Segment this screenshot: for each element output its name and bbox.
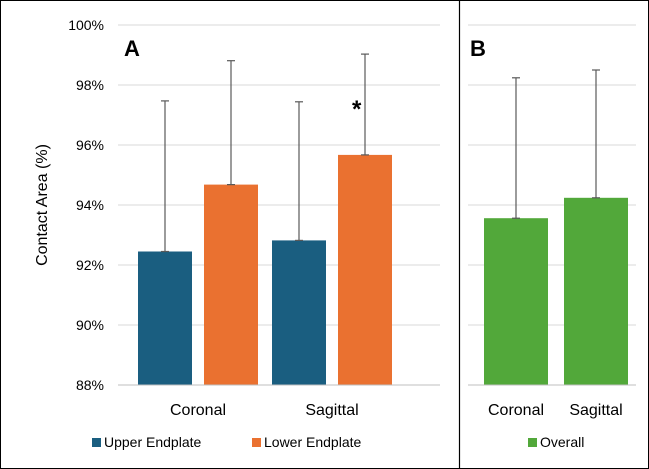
y-tick-label: 96% [76,137,104,153]
bar-lower-endplate-coronal [204,184,258,385]
bar-upper-endplate-sagittal [272,240,326,385]
x-tick-labels-a: Coronal Sagittal [170,402,359,419]
y-tick-labels-a: 88% 90% 92% 94% 96% 98% 100% [68,17,104,393]
legend-label: Lower Endplate [264,434,362,450]
bars-a [118,154,440,386]
x-tick-label: Sagittal [305,402,358,419]
y-tick-label: 94% [76,197,104,213]
y-tick-label: 98% [76,77,104,93]
error-bars-b [512,69,600,219]
bar-overall-sagittal [564,197,628,385]
y-tick-label: 100% [68,17,104,33]
legend-swatch [92,438,101,447]
panel-b: B Coronal Sagittal Overall [468,24,636,450]
legend-swatch [528,438,537,447]
x-tick-label: Sagittal [569,402,622,419]
x-tick-labels-b: Coronal Sagittal [488,402,623,419]
legend-b: Overall [528,434,584,450]
x-tick-label: Coronal [488,402,544,419]
panel-b-label: B [470,36,486,61]
bar-upper-endplate-coronal [138,251,192,385]
y-axis-label: Contact Area (%) [34,144,51,266]
x-tick-label: Coronal [170,402,226,419]
significance-asterisk: * [352,96,362,123]
legend-label: Upper Endplate [104,434,202,450]
bar-overall-coronal [484,218,548,385]
legend-label: Overall [540,434,584,450]
y-tick-label: 90% [76,317,104,333]
panel-a-label: A [124,36,140,61]
y-tick-label: 92% [76,257,104,273]
error-bars-a [161,53,369,253]
legend-swatch [252,438,261,447]
bar-lower-endplate-sagittal [338,154,392,385]
y-tick-label: 88% [76,377,104,393]
legend-a: Upper Endplate Lower Endplate [92,434,362,450]
panel-a: 88% 90% 92% 94% 96% 98% 100% A * Contact Area … [34,17,440,450]
bars-b [468,197,636,386]
